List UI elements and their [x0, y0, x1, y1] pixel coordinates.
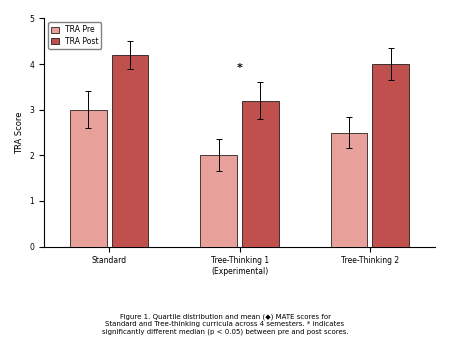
Bar: [373, 64, 409, 246]
Y-axis label: TRA Score: TRA Score: [15, 111, 24, 154]
Bar: [112, 55, 148, 246]
Bar: [70, 110, 107, 246]
Text: *: *: [237, 63, 243, 73]
Bar: [331, 132, 367, 246]
Bar: [242, 101, 279, 246]
Text: Figure 1. Quartile distribution and mean (◆) MATE scores for
Standard and Tree-t: Figure 1. Quartile distribution and mean…: [102, 314, 348, 335]
Bar: [201, 155, 237, 246]
Legend: TRA Pre, TRA Post: TRA Pre, TRA Post: [48, 22, 101, 49]
